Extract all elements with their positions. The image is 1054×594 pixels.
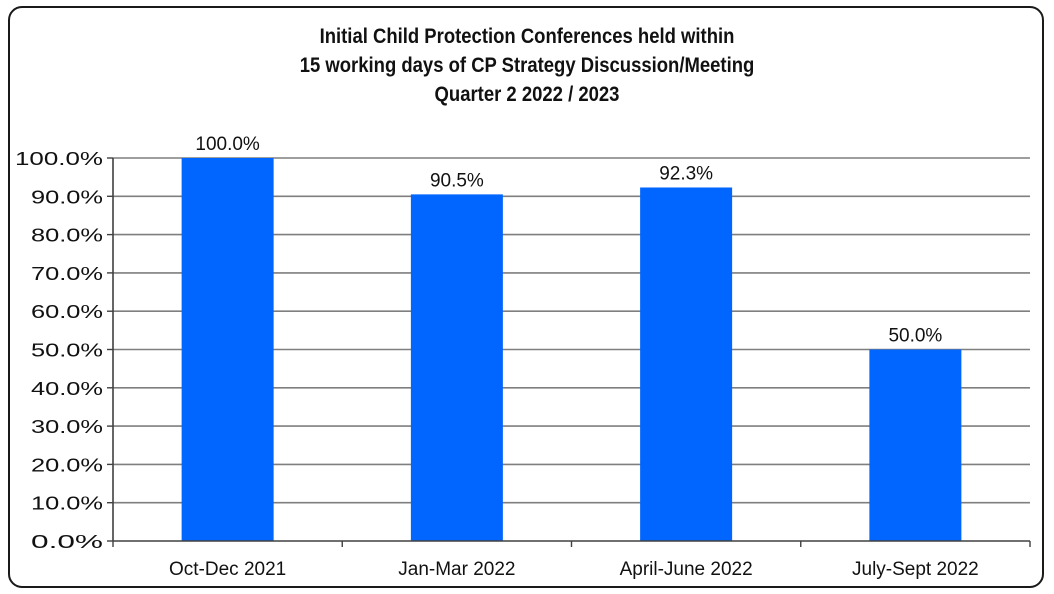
y-tick-label: 60.0% (31, 302, 103, 322)
axes (107, 157, 1031, 547)
chart-title-line-2: 15 working days of CP Strategy Discussio… (299, 54, 755, 77)
x-tick-label: Oct-Dec 2021 (169, 559, 286, 580)
bar (869, 349, 962, 541)
bar (640, 187, 733, 541)
x-tick-label: April-June 2022 (620, 559, 753, 580)
y-tick-label: 80.0% (31, 226, 103, 246)
bar (181, 158, 274, 541)
y-tick-label: 100.0% (15, 149, 103, 169)
x-tick-label: Jan-Mar 2022 (398, 559, 515, 580)
data-label: 50.0% (888, 326, 942, 347)
chart-title-line-1: Initial Child Protection Conferences hel… (319, 25, 735, 48)
y-tick-label: 70.0% (31, 264, 103, 284)
y-tick-label: 40.0% (31, 379, 103, 399)
chart-title-line-3: Quarter 2 2022 / 2023 (434, 83, 620, 106)
y-tick-label: 90.0% (31, 187, 103, 207)
bar (410, 194, 503, 541)
data-label: 100.0% (195, 134, 260, 155)
y-tick-label: 0.0% (31, 532, 103, 552)
y-tick-label: 10.0% (31, 494, 103, 514)
labels: 0.0% 10.0% 20.0% 30.0% 40.0% 50.0% 60.0% 70.0% 8… (15, 134, 979, 580)
data-label: 92.3% (659, 163, 713, 184)
bars (181, 158, 962, 541)
x-tick-label: July-Sept 2022 (852, 559, 979, 580)
y-tick-label: 20.0% (31, 455, 103, 475)
y-tick-label: 30.0% (31, 417, 103, 437)
y-tick-label: 50.0% (31, 341, 103, 361)
chart-title: Initial Child Protection Conferences hel… (63, 22, 991, 109)
data-label: 90.5% (430, 170, 484, 191)
